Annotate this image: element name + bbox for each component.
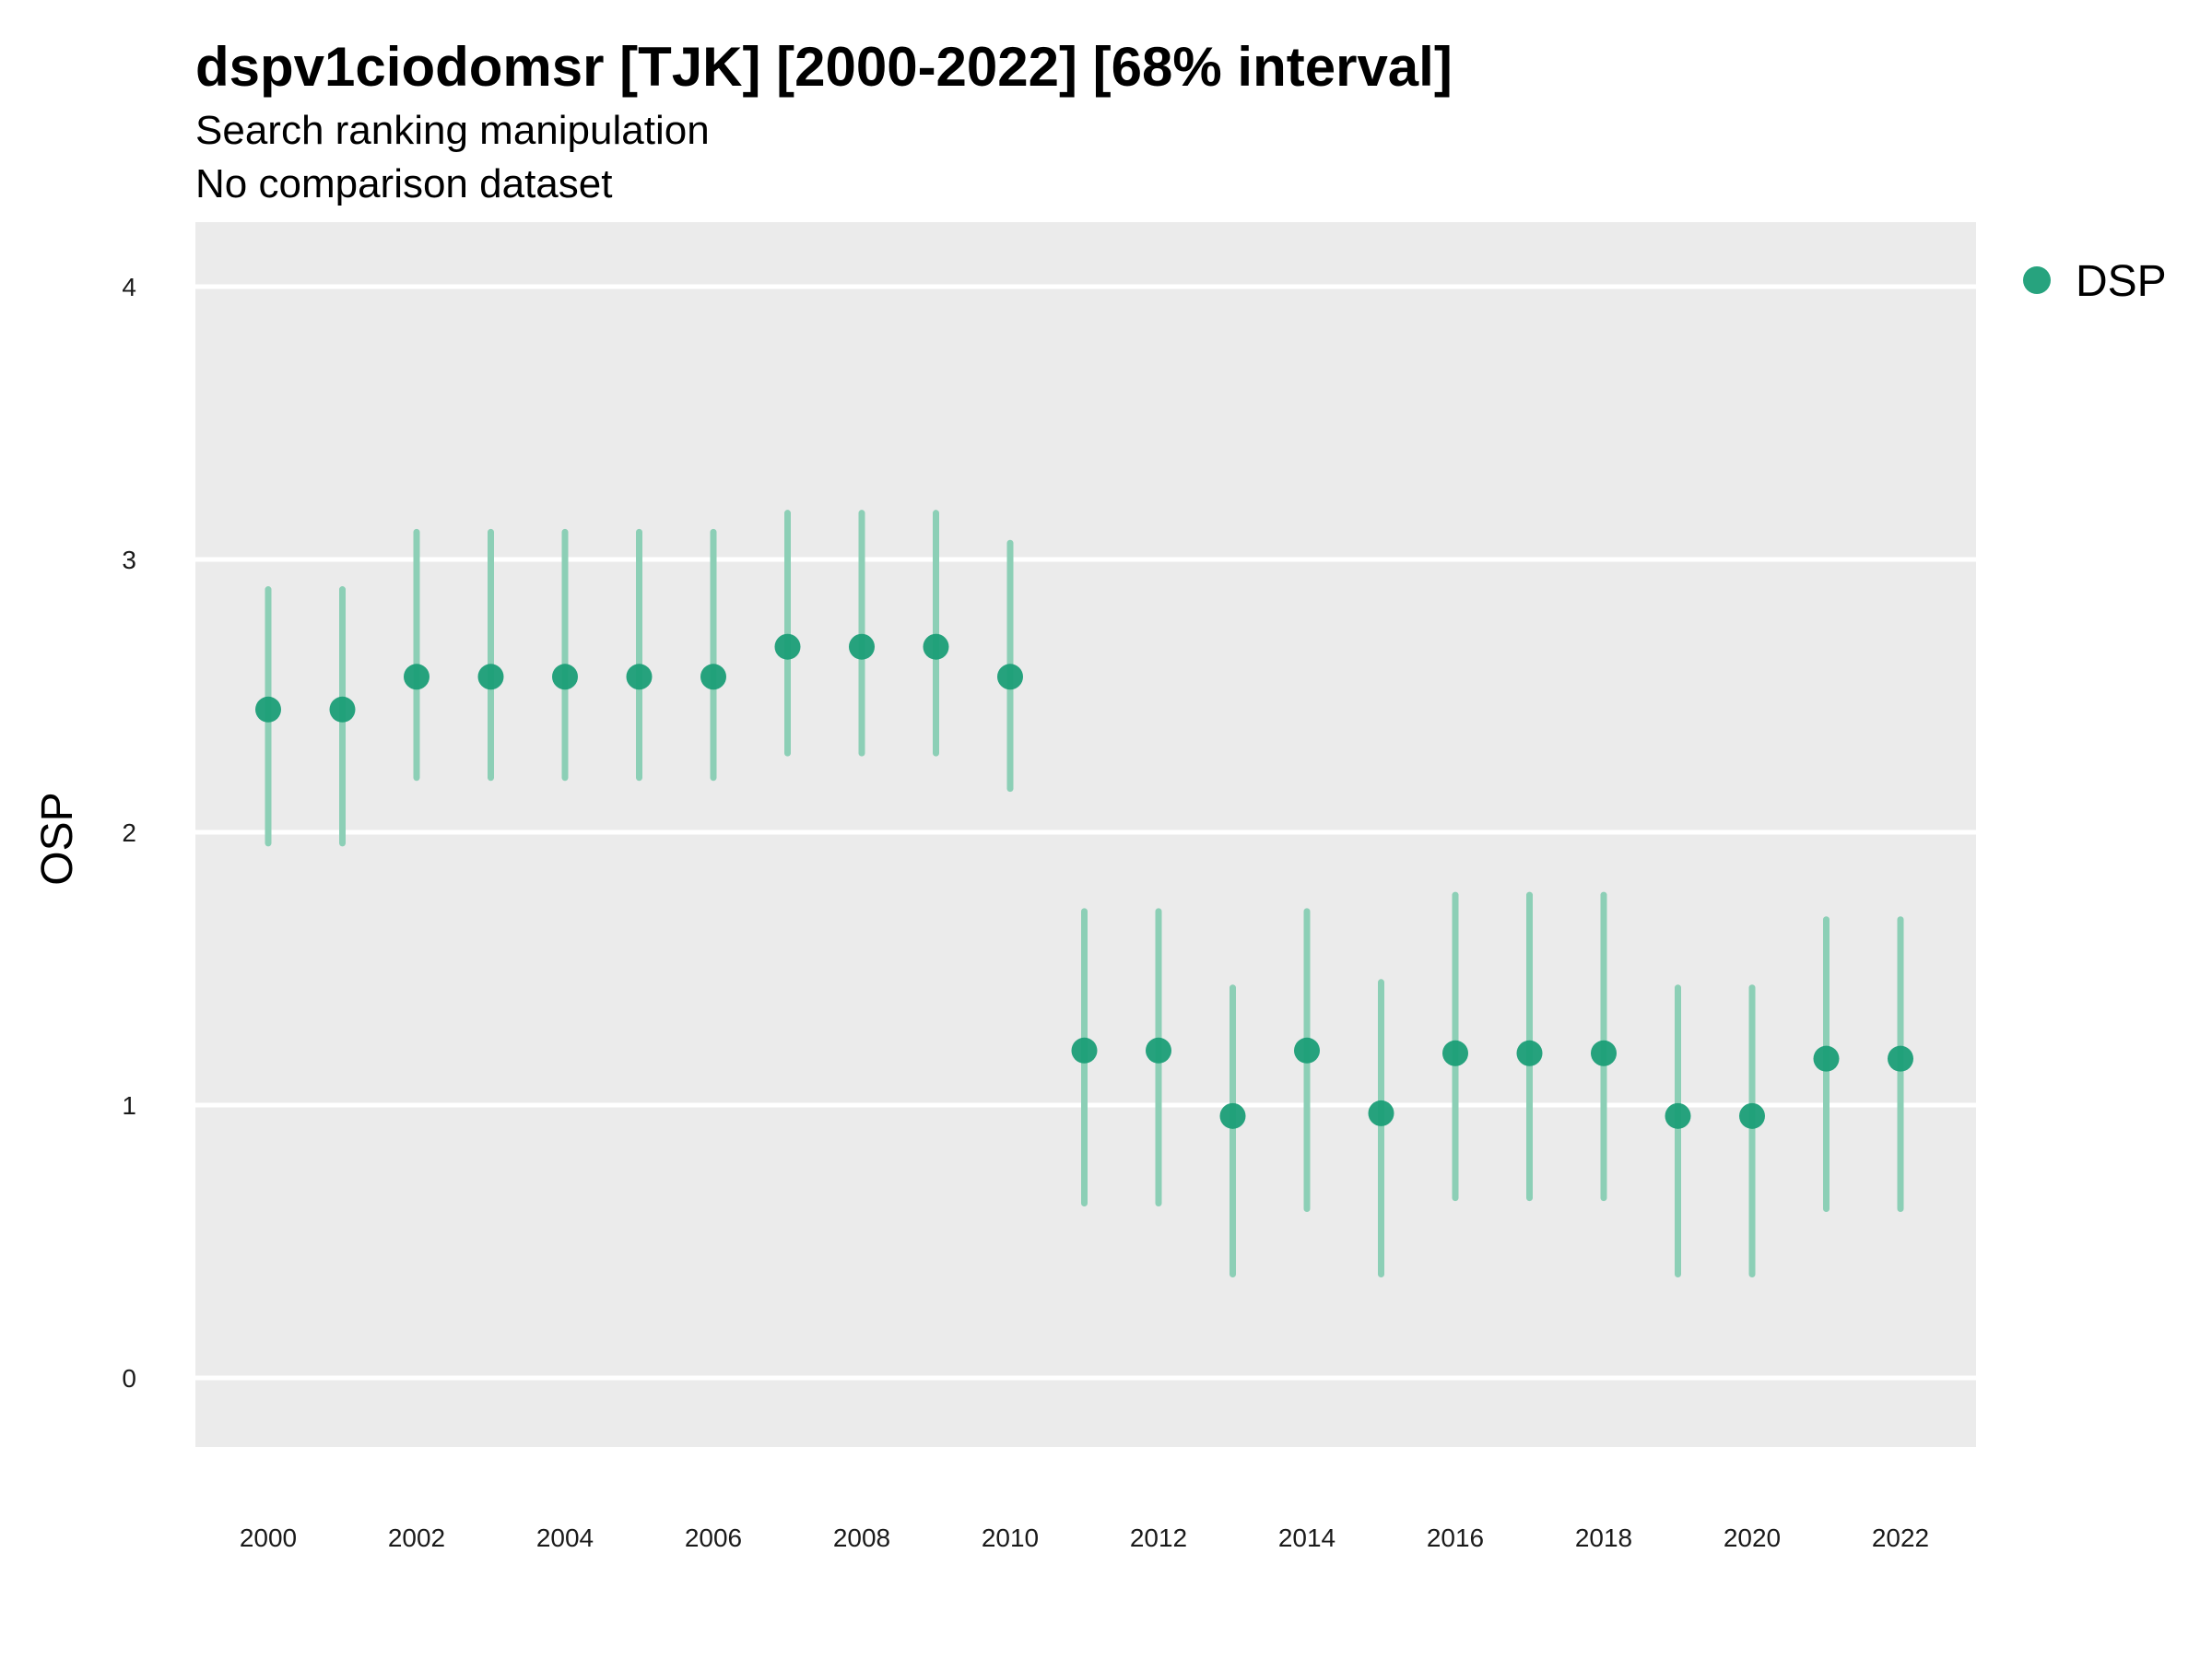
chart-title: dspv1ciodomsr [TJK] [2000-2022] [68% int…	[195, 36, 1453, 98]
legend-label-dsp: DSP	[2076, 257, 2167, 306]
chart-caption: No comparison dataset	[195, 161, 612, 206]
y-axis-label: OSP	[33, 792, 82, 885]
y-tick-label: 2	[122, 818, 136, 847]
data-point	[700, 664, 726, 690]
data-point	[1888, 1045, 1913, 1072]
data-point	[923, 633, 949, 660]
data-point	[1739, 1102, 1765, 1129]
x-tick-label: 2018	[1575, 1524, 1632, 1552]
data-point	[774, 633, 801, 660]
data-point	[1442, 1040, 1468, 1066]
data-point	[329, 696, 356, 723]
data-point	[1368, 1100, 1394, 1126]
data-point	[1071, 1037, 1098, 1064]
data-point	[1516, 1040, 1543, 1066]
x-tick-label: 2014	[1278, 1524, 1335, 1552]
x-axis-ticks: 2000 2002 2004 2006 2008 2010 2012 2014 2016 2018…	[240, 1524, 1929, 1552]
x-tick-label: 2016	[1427, 1524, 1484, 1552]
legend-key-dsp	[2023, 266, 2051, 294]
data-point	[552, 664, 578, 690]
data-point	[255, 696, 281, 723]
data-point	[626, 664, 653, 690]
x-tick-label: 2010	[982, 1524, 1039, 1552]
data-point	[1665, 1102, 1691, 1129]
x-tick-label: 2000	[240, 1524, 297, 1552]
data-point	[477, 664, 504, 690]
x-tick-label: 2004	[536, 1524, 594, 1552]
data-point	[404, 664, 429, 690]
chart-subtitle: Search ranking manipulation	[195, 108, 710, 153]
y-tick-label: 1	[122, 1091, 136, 1120]
y-tick-label: 0	[122, 1364, 136, 1393]
data-point	[1813, 1045, 1840, 1072]
x-tick-label: 2022	[1872, 1524, 1929, 1552]
data-point	[849, 633, 875, 660]
data-point	[997, 664, 1023, 690]
y-axis-ticks: 0 1 2 3 4	[122, 273, 136, 1393]
x-tick-label: 2002	[388, 1524, 445, 1552]
legend: DSP	[2023, 257, 2167, 306]
x-tick-label: 2006	[685, 1524, 742, 1552]
data-point	[1294, 1037, 1320, 1064]
data-marks	[255, 510, 1913, 1278]
y-tick-label: 4	[122, 273, 136, 301]
data-point	[1146, 1037, 1171, 1064]
x-tick-label: 2008	[833, 1524, 890, 1552]
x-tick-label: 2020	[1724, 1524, 1781, 1552]
data-point	[1591, 1040, 1617, 1066]
y-tick-label: 3	[122, 546, 136, 574]
x-tick-label: 2012	[1130, 1524, 1187, 1552]
data-point	[1219, 1102, 1246, 1129]
